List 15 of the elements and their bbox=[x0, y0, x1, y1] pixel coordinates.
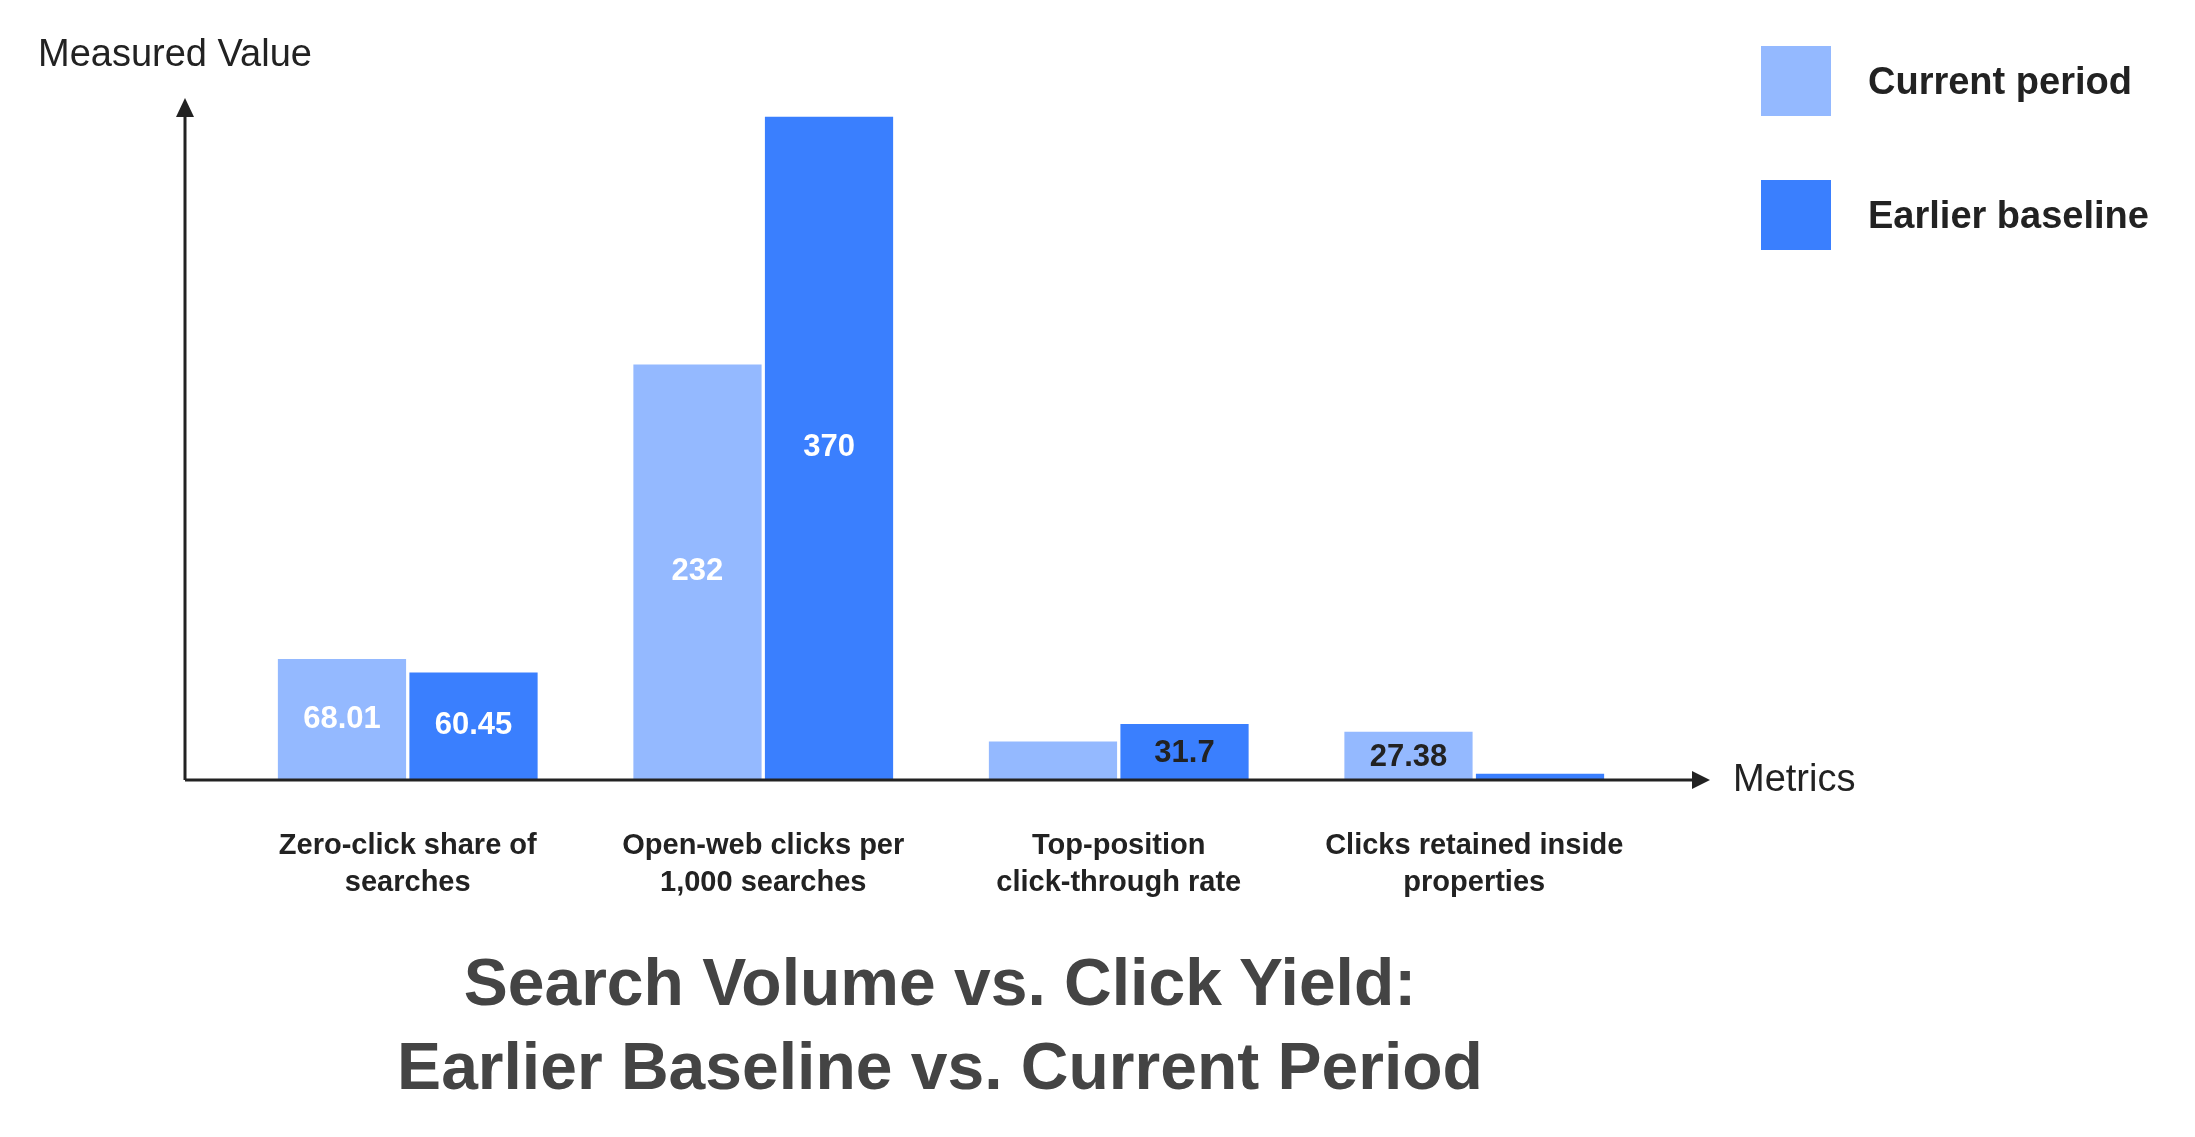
data-label: 27.38 bbox=[1369, 737, 1448, 773]
legend-label: Current period bbox=[1868, 59, 2132, 103]
data-label: 370 bbox=[803, 428, 855, 464]
legend-label: Earlier baseline bbox=[1868, 193, 2149, 237]
data-label: 68.01 bbox=[303, 699, 381, 735]
x-tick-label: Zero-click share of searches bbox=[278, 828, 538, 897]
x-tick-label: Top-position click-through rate bbox=[996, 828, 1242, 897]
x-tick-label: Clicks retained inside properties bbox=[1325, 828, 1624, 897]
data-label: 60.45 bbox=[434, 706, 513, 742]
text: Search Volume vs. Click Yield: Earlier Baseline vs. Current Period bbox=[396, 944, 1484, 1105]
x-tick-label: Open-web clicks per 1,000 searches bbox=[622, 828, 905, 897]
data-label: 31.7 bbox=[1154, 734, 1215, 770]
x-axis-title: Metrics bbox=[1733, 757, 1856, 800]
y-axis-title: Measured Value bbox=[38, 32, 312, 75]
data-label: 232 bbox=[671, 552, 724, 588]
